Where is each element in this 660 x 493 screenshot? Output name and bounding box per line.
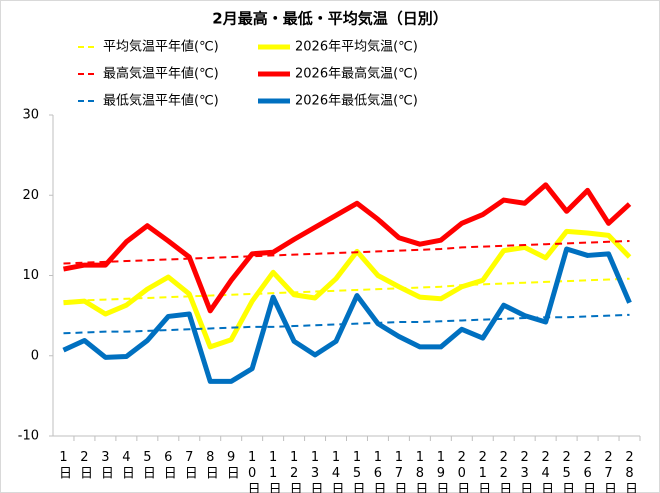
legend-label: 最低気温平年値(℃): [103, 93, 219, 109]
normal-line: [63, 239, 630, 265]
y-tick-label: 0: [31, 348, 39, 363]
chart-title: 2月最高・最低・平均気温（日別）: [212, 10, 447, 28]
y-tick-label: 20: [22, 188, 39, 203]
x-tick-label: 19日: [433, 450, 448, 493]
x-tick-label: 22日: [496, 450, 511, 493]
x-tick-label: 10日: [245, 450, 260, 493]
x-tick-label: 24日: [538, 450, 553, 493]
normal-line: [63, 277, 630, 303]
x-tick-label: 6日: [161, 450, 176, 480]
x-tick-label: 26日: [580, 450, 595, 493]
x-tick-label: 25日: [559, 450, 574, 493]
data-line: [63, 182, 632, 314]
x-tick-label: 9日: [224, 450, 239, 480]
x-tick-label: 7日: [182, 450, 197, 480]
legend-label: 平均気温平年値(℃): [103, 39, 219, 55]
x-tick-label: 11日: [266, 450, 281, 493]
legend-label: 2026年平均気温(℃): [295, 39, 418, 55]
data-line: [63, 228, 632, 350]
x-tick-label: 13日: [308, 450, 323, 493]
x-tick-label: 20日: [454, 450, 469, 493]
x-tick-label: 27日: [601, 450, 616, 493]
x-tick-label: 8日: [203, 450, 218, 480]
y-tick-label: -10: [18, 429, 39, 444]
x-tick-label: 3日: [98, 450, 113, 480]
legend-label: 2026年最低気温(℃): [295, 93, 418, 109]
x-tick-label: 14日: [329, 450, 344, 493]
x-tick-label: 4日: [119, 450, 134, 480]
x-tick-label: 5日: [140, 450, 155, 480]
x-tick-label: 23日: [517, 450, 532, 493]
x-tick-label: 16日: [370, 450, 385, 493]
x-tick-label: 21日: [475, 450, 490, 493]
legend-label: 2026年最高気温(℃): [295, 66, 418, 82]
x-tick-label: 17日: [391, 450, 406, 493]
y-tick-label: 10: [22, 268, 39, 283]
y-tick-label: 30: [22, 108, 39, 123]
x-tick-label: 1日: [56, 450, 71, 480]
data-line: [62, 246, 632, 384]
x-tick-label: 12日: [287, 450, 302, 493]
x-tick-label: 15日: [349, 450, 364, 493]
x-tick-label: 28日: [622, 450, 637, 493]
legend-label: 最高気温平年値(℃): [103, 66, 219, 82]
x-tick-label: 18日: [412, 450, 427, 493]
x-tick-label: 2日: [77, 450, 92, 480]
